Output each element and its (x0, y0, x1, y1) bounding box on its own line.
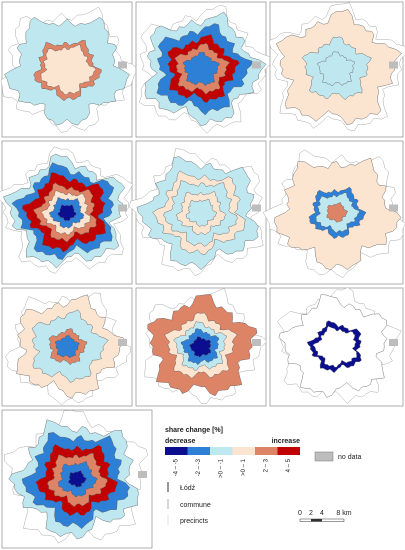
legend-swatch (255, 447, 278, 455)
no-data-label: no data (338, 454, 361, 461)
scale-tick: 0 (298, 510, 302, 517)
no-data-area (252, 61, 261, 69)
no-data-swatch (314, 451, 334, 462)
legend-swatch (165, 447, 188, 455)
city-label: Łódź (180, 485, 196, 492)
zone (182, 51, 220, 86)
map-panel (268, 1, 405, 138)
zone (312, 325, 357, 368)
zone (326, 202, 349, 223)
map-panel (135, 1, 274, 138)
legend-class-label: -2 – -3 (196, 458, 202, 476)
zone (40, 44, 97, 95)
no-data-area (389, 204, 398, 212)
map-panel (269, 287, 404, 407)
legend-increase: increase (272, 438, 301, 445)
legend: share change [%] decrease increase no da… (165, 427, 361, 525)
no-data-area (252, 204, 261, 212)
map-panel (135, 287, 268, 407)
zone (68, 470, 87, 488)
legend-class-label: 4 – 5 (286, 458, 292, 472)
legend-swatch (187, 447, 210, 455)
no-data-area (118, 339, 127, 346)
map-panel (262, 140, 405, 285)
no-data-area (389, 339, 398, 346)
map-panel (0, 140, 134, 285)
precincts-label: precincts (180, 518, 209, 525)
map-panel (1, 409, 153, 549)
legend-swatch (232, 447, 255, 455)
legend-class-label: >0 – -1 (219, 458, 225, 478)
zone (54, 335, 80, 358)
scale-bar-segment (311, 519, 322, 522)
legend-class-label: -4 – -5 (174, 458, 180, 476)
no-data-area (118, 61, 127, 69)
zone (185, 198, 218, 227)
zone (57, 204, 77, 222)
legend-swatch (277, 447, 300, 455)
zone (188, 336, 212, 358)
map-panel (0, 1, 140, 138)
no-data-area (252, 339, 261, 346)
legend-title: share change [%] (165, 427, 223, 434)
legend-class-label: >0 – 1 (241, 458, 247, 476)
scale-tick: 2 (309, 510, 313, 517)
no-data-area (389, 61, 398, 69)
legend-class-label: 2 – 3 (264, 458, 270, 472)
map-panel (1, 287, 133, 407)
legend-swatch (210, 447, 233, 455)
legend-decrease: decrease (165, 438, 195, 445)
commune-label: commune (180, 502, 211, 509)
scale-tick: 4 (320, 510, 324, 517)
map-panel (128, 140, 267, 285)
zone (317, 51, 356, 87)
no-data-area (138, 471, 147, 478)
scale-end: 8 km (336, 510, 351, 517)
no-data-area (118, 204, 127, 212)
